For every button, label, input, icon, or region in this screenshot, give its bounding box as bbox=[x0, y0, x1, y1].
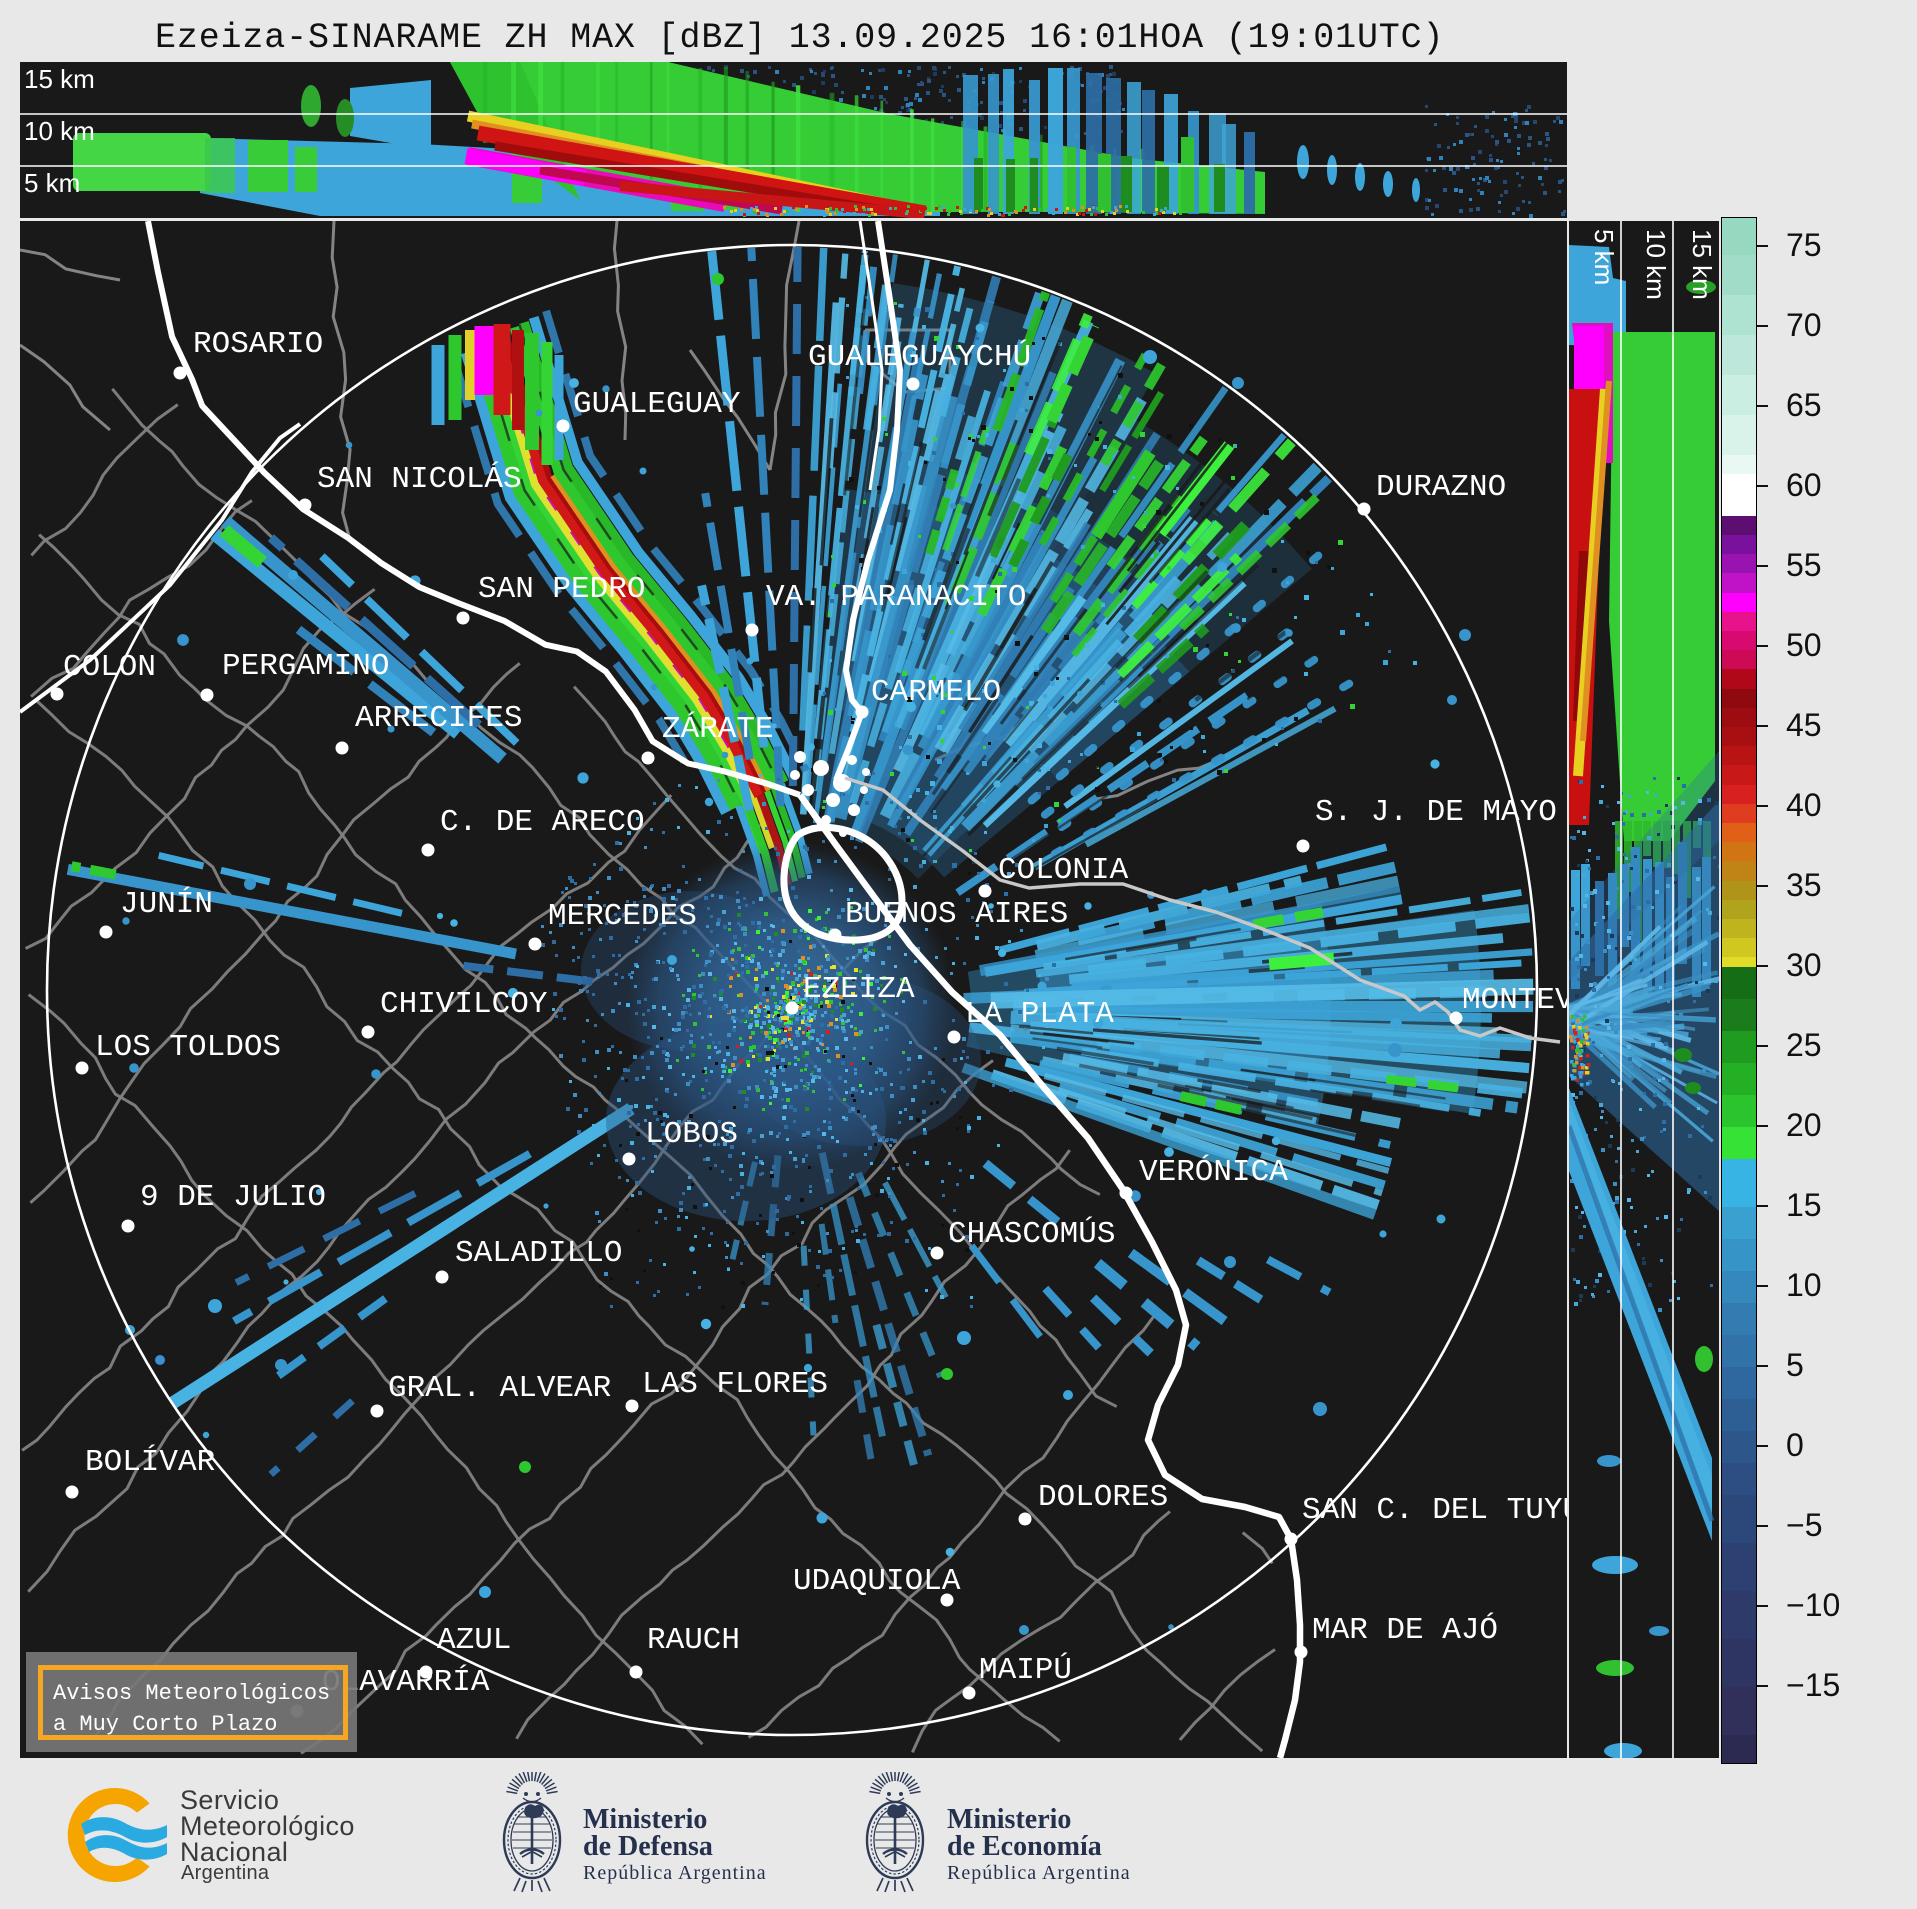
svg-text:15 km: 15 km bbox=[1687, 229, 1717, 300]
svg-text:LOBOS: LOBOS bbox=[645, 1117, 738, 1152]
svg-text:CHASCOMÚS: CHASCOMÚS bbox=[948, 1215, 1115, 1252]
svg-text:RAUCH: RAUCH bbox=[647, 1623, 740, 1658]
svg-text:C. DE ARECO: C. DE ARECO bbox=[440, 805, 645, 840]
svg-text:5 km: 5 km bbox=[1589, 229, 1619, 285]
svg-text:MAR DE AJÓ: MAR DE AJÓ bbox=[1312, 1611, 1498, 1648]
svg-text:SAN PEDRO: SAN PEDRO bbox=[478, 572, 645, 607]
svg-text:ARRECIFES: ARRECIFES bbox=[355, 701, 522, 736]
svg-text:S. J. DE MAYO: S. J. DE MAYO bbox=[1315, 795, 1557, 830]
svg-text:10 km: 10 km bbox=[24, 116, 95, 146]
svg-text:LAS FLORES: LAS FLORES bbox=[642, 1367, 828, 1402]
svg-text:15 km: 15 km bbox=[24, 64, 95, 94]
svg-text:ROSARIO: ROSARIO bbox=[193, 327, 323, 362]
svg-text:SALADILLO: SALADILLO bbox=[455, 1236, 622, 1271]
svg-text:COLONIA: COLONIA bbox=[998, 853, 1129, 888]
svg-text:CHIVILCOY: CHIVILCOY bbox=[380, 987, 548, 1022]
svg-text:LOS TOLDOS: LOS TOLDOS bbox=[95, 1030, 281, 1065]
svg-text:10 km: 10 km bbox=[1641, 229, 1671, 300]
svg-text:GRAL. ALVEAR: GRAL. ALVEAR bbox=[388, 1371, 611, 1406]
svg-text:SAN C. DEL TUYÚ: SAN C. DEL TUYÚ bbox=[1302, 1491, 1567, 1528]
svg-text:COLON: COLON bbox=[63, 650, 156, 685]
svg-text:SAN NICOLÁS: SAN NICOLÁS bbox=[317, 460, 522, 497]
svg-text:CARMELO: CARMELO bbox=[871, 675, 1001, 710]
svg-text:AZUL: AZUL bbox=[437, 1623, 511, 1658]
svg-text:BUENOS AIRES: BUENOS AIRES bbox=[845, 897, 1068, 932]
svg-text:EZEIZA: EZEIZA bbox=[803, 972, 915, 1007]
svg-text:9 DE JULIO: 9 DE JULIO bbox=[140, 1180, 326, 1215]
svg-text:MONTEV: MONTEV bbox=[1462, 983, 1567, 1018]
svg-text:PERGAMINO: PERGAMINO bbox=[222, 649, 389, 684]
svg-text:JUNÍN: JUNÍN bbox=[120, 885, 213, 922]
svg-text:GUALEGUAY: GUALEGUAY bbox=[573, 387, 741, 422]
svg-text:UDAQUIOLA: UDAQUIOLA bbox=[793, 1564, 961, 1599]
svg-text:GUALEGUAYCHÚ: GUALEGUAYCHÚ bbox=[808, 338, 1031, 375]
svg-text:MAIPÚ: MAIPÚ bbox=[979, 1651, 1072, 1688]
svg-text:5 km: 5 km bbox=[24, 168, 80, 198]
svg-text:MERCEDES: MERCEDES bbox=[548, 899, 697, 934]
svg-text:BOLÍVAR: BOLÍVAR bbox=[85, 1443, 215, 1480]
svg-text:LA PLATA: LA PLATA bbox=[965, 997, 1114, 1032]
svg-text:VERÓNICA: VERÓNICA bbox=[1139, 1153, 1288, 1190]
svg-text:VA. PARANACITO: VA. PARANACITO bbox=[766, 580, 1026, 615]
svg-text:DOLORES: DOLORES bbox=[1038, 1480, 1168, 1515]
svg-text:ZÁRATE: ZÁRATE bbox=[662, 710, 774, 747]
svg-text:DURAZNO: DURAZNO bbox=[1376, 470, 1506, 505]
